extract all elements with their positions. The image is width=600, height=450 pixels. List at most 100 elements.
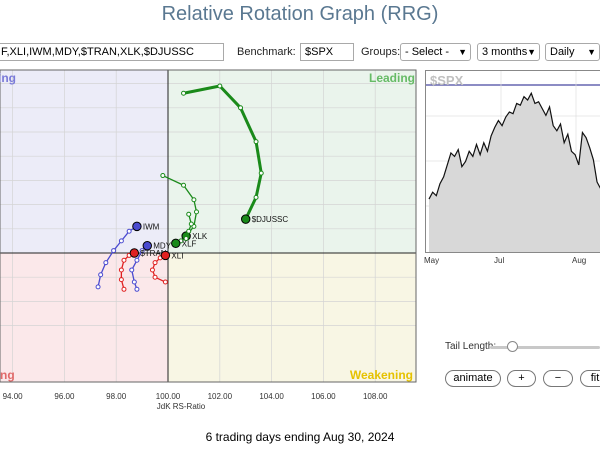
tail-point (186, 211, 192, 217)
period-select[interactable]: 3 months ▼ (477, 43, 540, 61)
tail-length-slider-handle[interactable] (506, 341, 518, 352)
x-tick-label: 106.00 (311, 392, 336, 401)
frequency-select-value: Daily (550, 46, 575, 58)
tail-point (183, 235, 189, 241)
tail-head-point[interactable] (132, 221, 142, 232)
tail-length-label: Tail Length: (445, 341, 497, 352)
tail-point (186, 228, 192, 234)
tail-point (253, 194, 259, 200)
x-tick-label: 104.00 (259, 392, 284, 401)
tail-xlf: XLF (171, 211, 197, 249)
tail-point (103, 260, 109, 266)
benchmark-input[interactable]: $SPX (300, 43, 354, 61)
tail-head-point[interactable] (129, 248, 140, 258)
quadrant-label-leading: Leading (369, 71, 415, 85)
tail-point (162, 279, 168, 285)
tail-point (98, 272, 104, 278)
tail-point (217, 83, 223, 89)
tail-label: MDY (153, 242, 171, 251)
chevron-down-icon: ▼ (527, 47, 536, 57)
animate-button[interactable]: animate (445, 370, 501, 387)
spx-area (429, 93, 600, 252)
zoom-in-button[interactable]: + (507, 370, 536, 387)
quadrant-label-weakening: Weakening (350, 368, 413, 382)
x-tick-label: 100.00 (156, 392, 181, 401)
tail-label: XLK (192, 232, 208, 241)
zoom-out-button[interactable]: − (543, 370, 573, 387)
page-title: Relative Rotation Graph (RRG) (161, 3, 439, 25)
groups-label: Groups: (361, 46, 401, 58)
tail-iwm: IWM (95, 221, 160, 290)
tail-point (258, 170, 264, 176)
spx-month-label: Aug (572, 256, 587, 265)
tail-point (131, 279, 137, 285)
tail-djussc: $DJUSSC (181, 83, 289, 224)
tail-point (118, 267, 124, 273)
tail-point (121, 286, 127, 292)
x-tick-label: 96.00 (54, 392, 75, 401)
tail-point (152, 274, 158, 280)
x-tick-label: 108.00 (363, 392, 388, 401)
tail-point (193, 209, 199, 215)
x-tick-label: 98.00 (106, 392, 127, 401)
x-tick-label: 94.00 (3, 392, 24, 401)
spx-month-label: Jul (494, 256, 505, 265)
tail-point (181, 182, 187, 188)
frequency-select[interactable]: Daily ▼ (545, 43, 600, 61)
tail-point (188, 221, 194, 227)
tail-label: IWM (143, 222, 160, 231)
chevron-down-icon: ▼ (587, 47, 596, 57)
quadrant-weakening (168, 253, 416, 382)
x-tick-label: 102.00 (208, 392, 233, 401)
tail-point (129, 267, 135, 273)
spx-title: $SPX (430, 73, 464, 88)
tail-point (149, 267, 155, 273)
x-axis-label: JdK RS-Ratio (157, 402, 206, 411)
tail-point (134, 286, 140, 292)
tail-point (134, 257, 140, 263)
groups-select[interactable]: - Select - ▼ (400, 43, 471, 61)
tail-point (126, 228, 132, 234)
tail-label: $DJUSSC (252, 215, 289, 224)
tail-label: XLI (171, 251, 183, 260)
rrg-chart[interactable]: Leading Weakening Improving Lagging 94.0… (0, 0, 425, 430)
tail-head-point[interactable] (241, 214, 251, 224)
tail-point (95, 284, 101, 290)
plot-frame (0, 69, 417, 383)
quadrant-label-improving: Improving (0, 71, 16, 85)
period-select-value: 3 months (482, 46, 528, 58)
quadrant-improving (0, 70, 168, 253)
tail-label: $TRAN (140, 249, 166, 258)
tail-point (160, 173, 166, 179)
tail-head-point[interactable] (142, 241, 152, 251)
quadrant-leading (168, 70, 416, 253)
tail-point (111, 248, 117, 254)
fit-button[interactable]: fit (580, 370, 600, 387)
tail-point (253, 139, 259, 145)
spx-month-label: May (424, 256, 440, 265)
chart-grid (0, 70, 416, 382)
tail-label: XLF (182, 239, 197, 248)
tail-point (121, 257, 127, 263)
footer-caption: 6 trading days ending Aug 30, 2024 (205, 430, 395, 444)
groups-select-value: - Select - (405, 46, 450, 58)
spx-mini-chart: $SPX (425, 70, 600, 253)
tail-length-slider[interactable] (490, 346, 600, 349)
tail-point (152, 260, 158, 266)
spx-price-line (428, 91, 600, 200)
tail-head-point[interactable] (171, 238, 181, 249)
tail-xli: XLI (149, 250, 183, 285)
quadrant-label-lagging: Lagging (0, 368, 15, 382)
chevron-down-icon: ▼ (458, 47, 467, 57)
tail-head-point[interactable] (160, 250, 171, 261)
quadrant-lagging (0, 253, 168, 382)
tail-point (118, 238, 124, 244)
tail-point (181, 90, 187, 96)
tail-point (238, 105, 244, 111)
tail-point (191, 197, 197, 203)
tail-mdy: MDY (129, 241, 172, 292)
tail-point (139, 248, 145, 254)
symbols-input[interactable]: F,XLI,IWM,MDY,$TRAN,XLK,$DJUSSC (0, 43, 224, 61)
benchmark-label: Benchmark: (237, 46, 296, 58)
